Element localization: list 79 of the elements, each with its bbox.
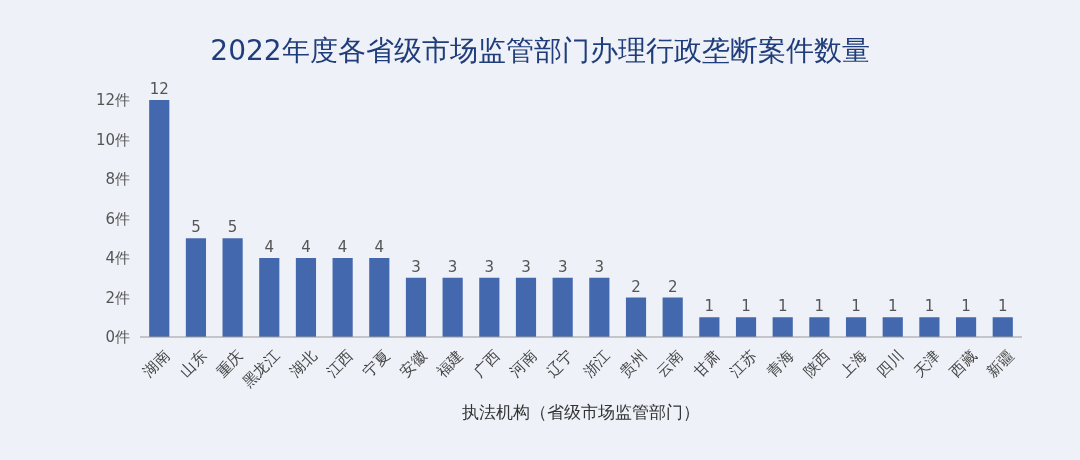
x-tick-label: 青海 bbox=[763, 346, 797, 381]
x-tick-label: 湖北 bbox=[286, 346, 321, 381]
y-tick-label: 12件 bbox=[95, 91, 130, 110]
x-tick-label: 四川 bbox=[873, 346, 907, 381]
y-tick-label: 8件 bbox=[105, 170, 130, 189]
x-tick-label: 宁夏 bbox=[359, 346, 394, 381]
bar bbox=[442, 277, 463, 337]
data-label: 1 bbox=[961, 297, 971, 316]
data-label: 1 bbox=[814, 297, 825, 316]
data-label: 4 bbox=[337, 238, 348, 256]
bar bbox=[405, 277, 427, 337]
y-tick-label: 2件 bbox=[105, 288, 130, 307]
x-tick-label: 云南 bbox=[653, 346, 687, 381]
bar bbox=[589, 277, 610, 337]
bar bbox=[149, 100, 170, 337]
x-tick-label: 福建 bbox=[432, 346, 467, 381]
chart-title: 2022年度各省级市场监管部门办理行政垄断案件数量 bbox=[210, 34, 870, 67]
data-label: 1 bbox=[741, 297, 751, 316]
bar bbox=[222, 238, 243, 337]
bar bbox=[185, 238, 207, 337]
x-tick-label: 湖南 bbox=[139, 346, 174, 381]
data-label: 1 bbox=[924, 297, 935, 316]
data-label: 1 bbox=[704, 297, 715, 316]
data-label: 2 bbox=[667, 277, 678, 296]
bar bbox=[259, 258, 280, 337]
bar bbox=[992, 317, 1013, 337]
data-label: 12 bbox=[149, 80, 169, 98]
x-tick-label: 浙江 bbox=[579, 346, 614, 381]
data-label: 1 bbox=[997, 297, 1008, 316]
bar bbox=[699, 317, 720, 337]
data-label: 3 bbox=[447, 257, 458, 276]
data-label: 2 bbox=[631, 277, 641, 296]
bar bbox=[625, 297, 647, 337]
x-tick-label: 西藏 bbox=[946, 346, 981, 381]
bar bbox=[552, 277, 573, 337]
data-label: 3 bbox=[484, 257, 495, 276]
bar bbox=[662, 297, 683, 337]
y-tick-label: 6件 bbox=[105, 209, 130, 228]
x-tick-label: 天津 bbox=[909, 346, 944, 381]
bar bbox=[809, 317, 830, 337]
bar bbox=[955, 317, 977, 337]
y-tick-label: 4件 bbox=[105, 249, 130, 268]
x-tick-label: 贵州 bbox=[616, 346, 651, 381]
bar bbox=[479, 277, 500, 337]
data-label: 3 bbox=[521, 257, 531, 276]
y-tick-label: 10件 bbox=[95, 130, 130, 149]
bar bbox=[369, 258, 390, 337]
bar bbox=[515, 277, 537, 337]
bar bbox=[735, 317, 757, 337]
y-tick-label: 0件 bbox=[105, 328, 130, 347]
x-tick-label: 江苏 bbox=[726, 346, 761, 381]
data-label: 5 bbox=[227, 218, 238, 237]
x-tick-label: 辽宁 bbox=[542, 346, 577, 381]
data-label: 1 bbox=[887, 297, 898, 316]
bar bbox=[882, 317, 903, 337]
x-tick-label: 广西 bbox=[469, 346, 504, 381]
data-label: 4 bbox=[374, 238, 385, 256]
data-label: 4 bbox=[264, 238, 275, 256]
x-tick-label: 新疆 bbox=[983, 346, 1017, 381]
data-label: 3 bbox=[557, 257, 568, 276]
x-tick-label: 甘肃 bbox=[689, 346, 724, 381]
data-label: 3 bbox=[594, 257, 605, 276]
data-label: 5 bbox=[191, 218, 201, 237]
bar bbox=[332, 258, 353, 337]
bar bbox=[295, 258, 317, 337]
bar bbox=[919, 317, 940, 337]
data-label: 1 bbox=[777, 297, 788, 316]
x-tick-label: 江西 bbox=[322, 346, 357, 381]
x-tick-label: 山东 bbox=[176, 346, 211, 381]
x-axis-title: 执法机构（省级市场监管部门） bbox=[462, 402, 700, 422]
x-tick-label: 河南 bbox=[506, 346, 541, 381]
x-tick-label: 安徽 bbox=[396, 346, 431, 381]
data-label: 4 bbox=[301, 238, 311, 256]
data-label: 3 bbox=[411, 257, 421, 276]
x-tick-label: 陕西 bbox=[799, 346, 834, 381]
data-label: 1 bbox=[851, 297, 861, 316]
bar bbox=[845, 317, 867, 337]
bar bbox=[772, 317, 793, 337]
x-tick-label: 上海 bbox=[836, 346, 871, 381]
